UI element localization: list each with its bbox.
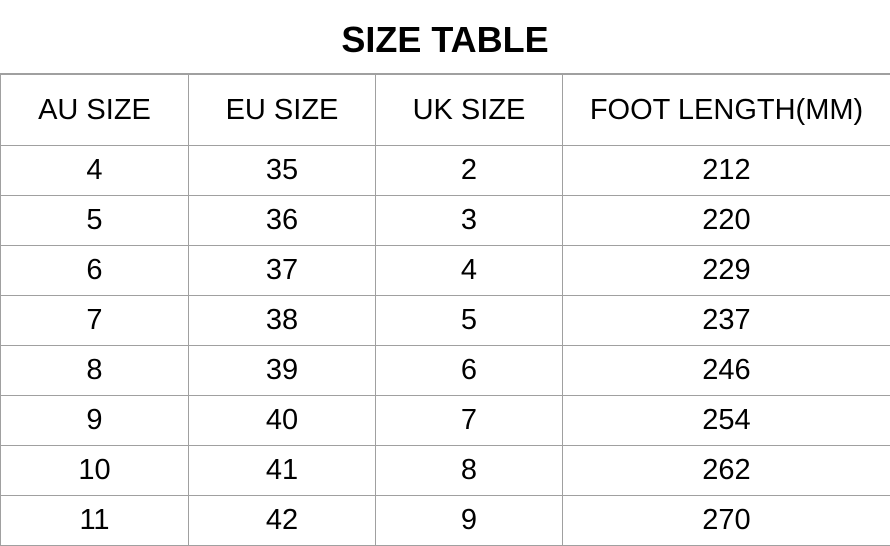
cell-au-size: 4 <box>0 145 189 196</box>
cell-au-size: 6 <box>0 245 189 296</box>
cell-eu-size: 36 <box>188 195 376 246</box>
cell-uk-size: 4 <box>375 245 563 296</box>
header-au-size: AU SIZE <box>0 74 189 146</box>
cell-uk-size: 2 <box>375 145 563 196</box>
cell-eu-size: 35 <box>188 145 376 196</box>
cell-foot-length: 246 <box>562 345 890 396</box>
table-row: 9 40 7 254 <box>0 395 890 446</box>
cell-eu-size: 40 <box>188 395 376 446</box>
cell-uk-size: 7 <box>375 395 563 446</box>
table-row: 10 41 8 262 <box>0 445 890 496</box>
size-table: AU SIZE EU SIZE UK SIZE FOOT LENGTH(MM) … <box>0 74 890 546</box>
table-row: 8 39 6 246 <box>0 345 890 396</box>
cell-au-size: 7 <box>0 295 189 346</box>
cell-foot-length: 220 <box>562 195 890 246</box>
header-foot-length: FOOT LENGTH(MM) <box>562 74 890 146</box>
cell-foot-length: 262 <box>562 445 890 496</box>
cell-au-size: 11 <box>0 495 189 546</box>
cell-eu-size: 37 <box>188 245 376 296</box>
cell-au-size: 5 <box>0 195 189 246</box>
cell-foot-length: 237 <box>562 295 890 346</box>
cell-foot-length: 270 <box>562 495 890 546</box>
header-uk-size: UK SIZE <box>375 74 563 146</box>
cell-uk-size: 9 <box>375 495 563 546</box>
cell-eu-size: 42 <box>188 495 376 546</box>
cell-eu-size: 41 <box>188 445 376 496</box>
table-title: SIZE TABLE <box>0 0 890 74</box>
cell-uk-size: 6 <box>375 345 563 396</box>
cell-au-size: 10 <box>0 445 189 496</box>
table-row: 7 38 5 237 <box>0 295 890 346</box>
table-row: 11 42 9 270 <box>0 495 890 546</box>
table-row: 5 36 3 220 <box>0 195 890 246</box>
cell-eu-size: 39 <box>188 345 376 396</box>
table-row: 4 35 2 212 <box>0 145 890 196</box>
cell-foot-length: 229 <box>562 245 890 296</box>
header-eu-size: EU SIZE <box>188 74 376 146</box>
cell-foot-length: 212 <box>562 145 890 196</box>
table-row: 6 37 4 229 <box>0 245 890 296</box>
cell-eu-size: 38 <box>188 295 376 346</box>
cell-uk-size: 5 <box>375 295 563 346</box>
cell-au-size: 9 <box>0 395 189 446</box>
cell-au-size: 8 <box>0 345 189 396</box>
header-row: AU SIZE EU SIZE UK SIZE FOOT LENGTH(MM) <box>0 74 890 146</box>
cell-uk-size: 3 <box>375 195 563 246</box>
cell-foot-length: 254 <box>562 395 890 446</box>
cell-uk-size: 8 <box>375 445 563 496</box>
